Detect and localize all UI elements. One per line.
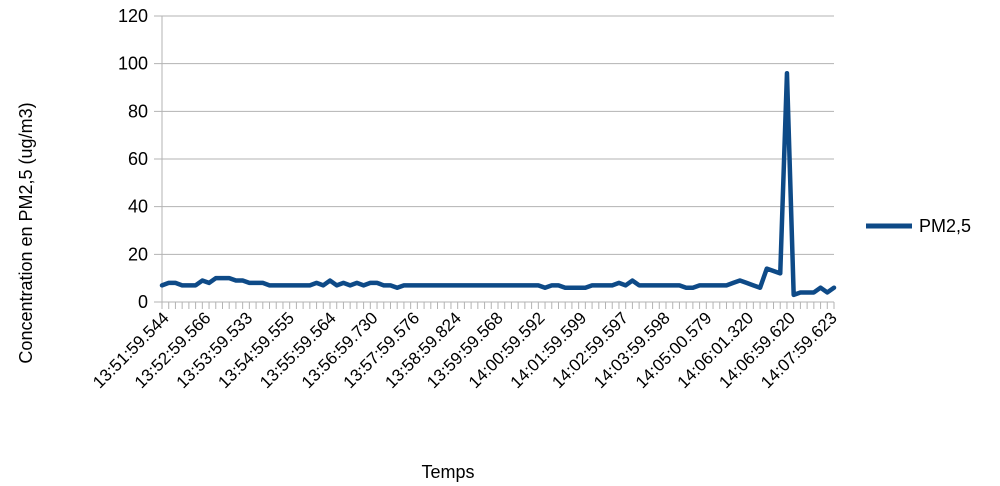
y-tick-label: 20 bbox=[128, 244, 148, 264]
series-pm25 bbox=[159, 70, 837, 298]
y-axis-title: Concentration en PM2,5 (ug/m3) bbox=[16, 102, 36, 363]
axes bbox=[161, 16, 835, 309]
gridlines bbox=[154, 15, 834, 303]
y-tick-label: 60 bbox=[128, 149, 148, 169]
x-tick-labels: 13:51:59.54413:52:59.56613:53:59.53313:5… bbox=[89, 308, 841, 392]
x-axis-title: Temps bbox=[421, 462, 474, 482]
series-line bbox=[159, 70, 837, 298]
y-tick-label: 80 bbox=[128, 101, 148, 121]
legend: PM2,5 bbox=[866, 216, 971, 236]
y-tick-label: 0 bbox=[138, 292, 148, 312]
legend-label: PM2,5 bbox=[919, 216, 971, 236]
y-tick-label: 40 bbox=[128, 197, 148, 217]
y-tick-labels: 0 20 40 60 80 100 120 bbox=[118, 6, 148, 312]
y-tick-label: 120 bbox=[118, 6, 148, 26]
y-tick-label: 100 bbox=[118, 54, 148, 74]
